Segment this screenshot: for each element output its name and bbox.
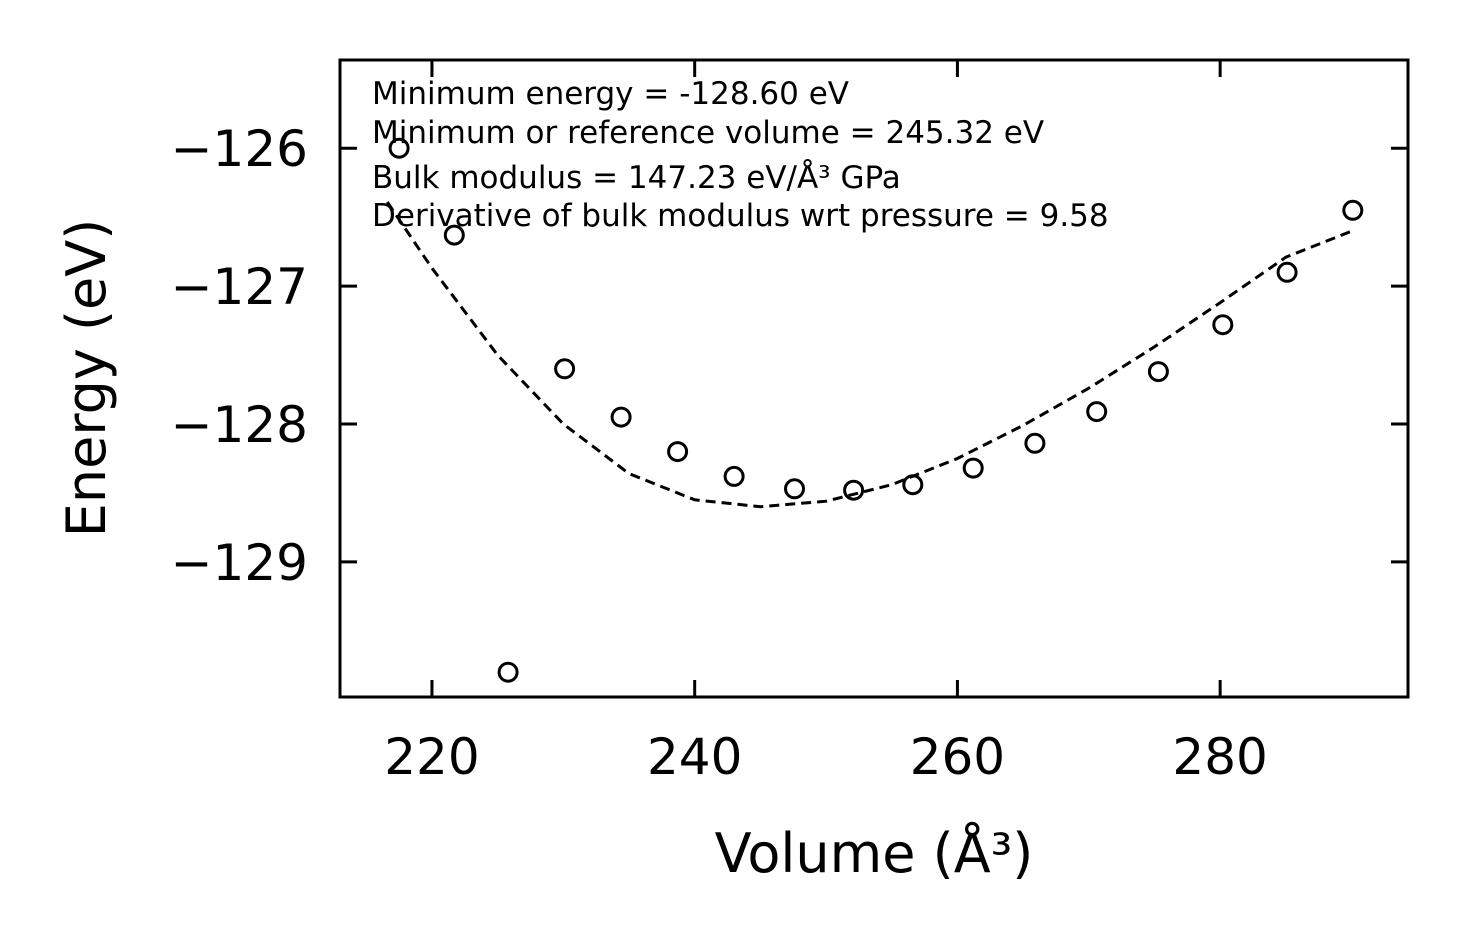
- data-point: [723, 465, 745, 487]
- y-tick-label: −129: [171, 534, 308, 592]
- data-point: [1086, 401, 1108, 423]
- data-point: [1147, 361, 1169, 383]
- data-point: [902, 474, 924, 496]
- data-point: [843, 479, 865, 501]
- data-point: [1212, 314, 1234, 336]
- plot-frame: [338, 58, 1410, 699]
- data-point: [497, 661, 519, 683]
- fit-curve-layer: [386, 201, 1357, 509]
- x-tick-label: 260: [910, 728, 1005, 786]
- data-point: [610, 406, 632, 428]
- x-tick-label: 240: [647, 728, 742, 786]
- data-point: [388, 137, 410, 159]
- data-point: [667, 441, 689, 463]
- y-axis-label: Energy (eV): [55, 219, 118, 538]
- data-point: [1276, 261, 1298, 283]
- data-point: [784, 478, 805, 500]
- annotation-bulk-modulus-derivative: Derivative of bulk modulus wrt pressure …: [372, 198, 1109, 234]
- x-axis-label: Volume (Å³): [715, 821, 1034, 885]
- data-points-layer: [388, 137, 1364, 683]
- data-point: [443, 224, 465, 246]
- data-point: [554, 358, 576, 380]
- tick-labels-layer: 220 240 260 280 −126 −127 −128 −129: [171, 120, 1268, 786]
- y-tick-label: −128: [171, 396, 308, 454]
- fit-curve: [386, 201, 1357, 509]
- ticks-layer: [340, 60, 1408, 697]
- data-point: [1342, 199, 1364, 221]
- data-point: [1024, 432, 1046, 454]
- annotation-reference-volume: Minimum or reference volume = 245.32 eV: [372, 115, 1044, 151]
- annotation-minimum-energy: Minimum energy = -128.60 eV: [372, 76, 849, 112]
- annotation-bulk-modulus: Bulk modulus = 147.23 eV/Å³ GPa: [372, 160, 901, 196]
- x-tick-label: 280: [1172, 728, 1267, 786]
- x-tick-label: 220: [384, 728, 479, 786]
- data-point: [962, 457, 984, 479]
- y-tick-label: −127: [171, 258, 308, 316]
- y-tick-label: −126: [171, 120, 308, 178]
